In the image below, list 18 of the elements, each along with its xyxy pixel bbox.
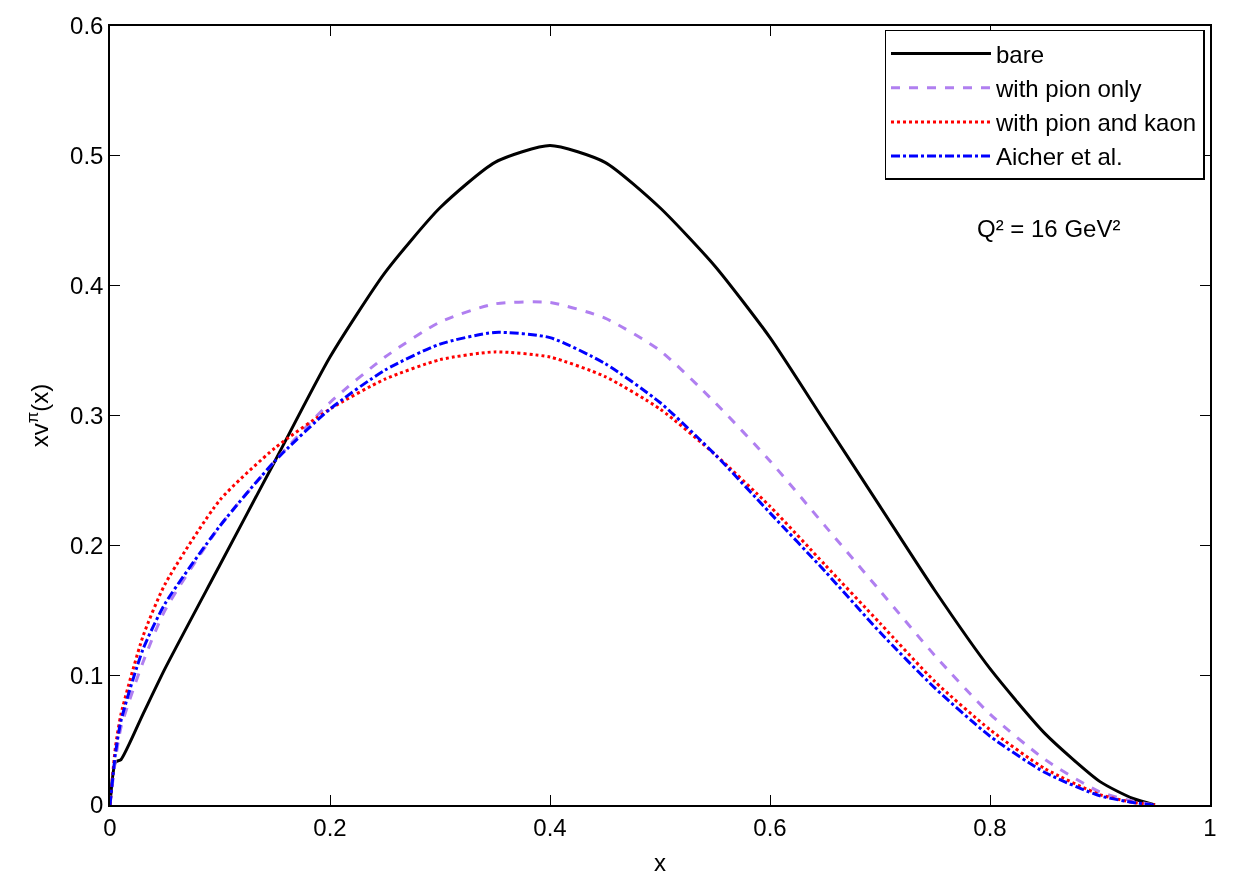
annotation: Q² = 16 GeV² bbox=[977, 215, 1121, 242]
legend-label: with pion and kaon bbox=[995, 109, 1197, 137]
x-tick-label: 0.6 bbox=[753, 813, 787, 841]
y-tick-label: 0.3 bbox=[70, 401, 104, 429]
x-tick-label: 1 bbox=[1203, 813, 1217, 841]
x-tick-label: 0.8 bbox=[973, 813, 1007, 841]
legend-label: bare bbox=[996, 40, 1045, 68]
y-tick-label: 0.1 bbox=[70, 661, 104, 689]
y-tick-label: 0 bbox=[90, 791, 104, 819]
x-axis-title: x bbox=[654, 849, 666, 877]
legend-label: Aicher et al. bbox=[996, 143, 1123, 171]
y-tick-label: 0.2 bbox=[70, 531, 104, 559]
y-tick-label: 0.4 bbox=[70, 272, 104, 300]
legend-label: with pion only bbox=[995, 75, 1142, 103]
y-tick-label: 0.6 bbox=[70, 12, 104, 40]
x-tick-label: 0.4 bbox=[533, 813, 567, 841]
y-tick-label: 0.5 bbox=[70, 142, 104, 170]
x-tick-label: 0.2 bbox=[313, 813, 347, 841]
